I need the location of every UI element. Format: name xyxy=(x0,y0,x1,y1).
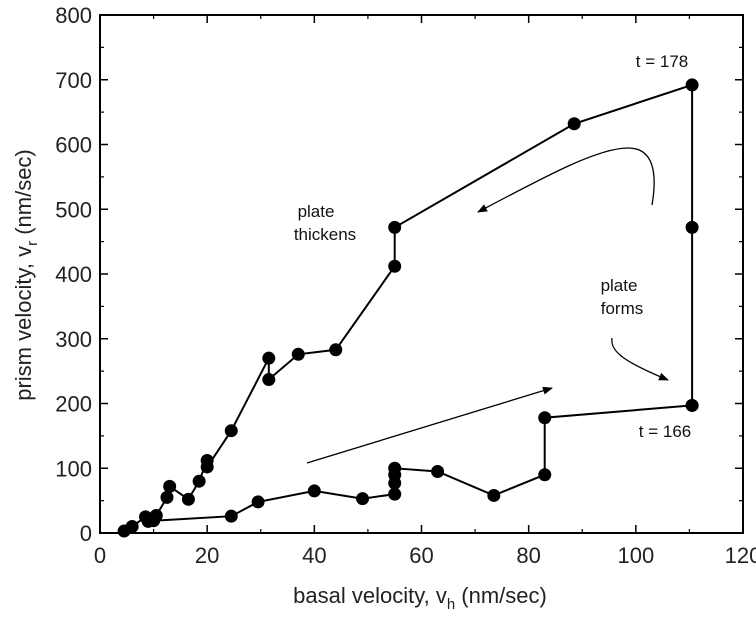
x-tick-label: 120 xyxy=(725,543,756,568)
data-point-series-2 xyxy=(251,495,265,509)
y-tick-label: 500 xyxy=(55,197,92,222)
data-point-series-1 xyxy=(262,351,276,365)
data-point-series-1 xyxy=(163,479,177,493)
x-tick-label: 80 xyxy=(516,543,540,568)
data-point-series-1 xyxy=(262,373,276,387)
data-point-series-1 xyxy=(567,117,581,131)
x-tick-label: 100 xyxy=(617,543,654,568)
annotation-t-end: t = 166 xyxy=(639,422,691,441)
annotation-plate-thickens-line1: plate xyxy=(298,202,335,221)
arrow-plate-forms xyxy=(611,337,669,381)
y-tick-label: 800 xyxy=(55,3,92,28)
annotation-plate-forms-line1: plate xyxy=(601,276,638,295)
annotation-plate-thickens-line2: thickens xyxy=(294,225,356,244)
data-point-series-2 xyxy=(538,411,552,425)
x-tick-label: 0 xyxy=(94,543,106,568)
data-point-series-2 xyxy=(388,476,402,490)
data-point-series-1 xyxy=(117,524,131,538)
data-point-series-2 xyxy=(388,487,402,501)
data-point-series-1 xyxy=(200,453,214,467)
annotations: t = 178 t = 166 plate thickens plate for… xyxy=(294,52,691,464)
series-layer xyxy=(117,78,699,538)
data-point-series-1 xyxy=(192,474,206,488)
data-point-series-1 xyxy=(685,78,699,92)
y-tick-label: 700 xyxy=(55,68,92,93)
arrow-upward-trend xyxy=(306,386,553,464)
y-tick-label: 400 xyxy=(55,262,92,287)
annotation-t-start: t = 178 xyxy=(636,52,688,71)
data-point-series-2 xyxy=(431,464,445,478)
axes-layer: 0 20 40 60 80 100 120 0 100 200 300 400 500 600 700 800 xyxy=(55,3,756,568)
x-tick-label: 60 xyxy=(409,543,433,568)
data-point-series-2 xyxy=(307,484,321,498)
data-point-series-2 xyxy=(538,468,552,482)
y-tick-label: 200 xyxy=(55,392,92,417)
y-axis-title: prism velocity, vr (nm/sec) xyxy=(11,149,41,401)
data-point-series-2 xyxy=(685,398,699,412)
y-tick-label: 300 xyxy=(55,327,92,352)
arrow-plate-thickens xyxy=(477,147,655,213)
data-point-series-1 xyxy=(181,492,195,506)
annotation-plate-forms-line2: forms xyxy=(601,299,644,318)
data-point-series-2 xyxy=(356,492,370,506)
data-point-series-1 xyxy=(329,343,343,357)
data-point-series-1 xyxy=(160,490,174,504)
y-tick-label: 100 xyxy=(55,456,92,481)
data-point-series-1 xyxy=(685,220,699,234)
y-tick-label: 600 xyxy=(55,133,92,158)
data-point-series-2 xyxy=(147,514,161,528)
data-point-series-1 xyxy=(224,424,238,438)
plot-frame xyxy=(99,14,744,534)
y-tick-label: 0 xyxy=(80,521,92,546)
data-point-series-1 xyxy=(291,347,305,361)
data-point-series-2 xyxy=(224,509,238,523)
data-point-series-1 xyxy=(388,220,402,234)
x-tick-label: 40 xyxy=(302,543,326,568)
data-point-series-1 xyxy=(388,259,402,273)
x-axis-title: basal velocity, vh (nm/sec) xyxy=(293,583,547,613)
x-tick-label: 20 xyxy=(195,543,219,568)
data-point-series-2 xyxy=(487,488,501,502)
